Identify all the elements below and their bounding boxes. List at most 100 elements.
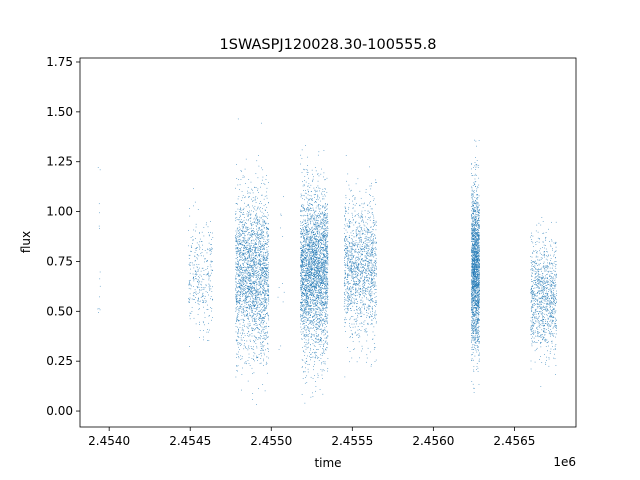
data-point <box>314 264 315 266</box>
data-point <box>307 268 309 269</box>
data-point <box>326 191 328 193</box>
data-point <box>317 154 319 156</box>
data-point <box>301 272 303 273</box>
data-point <box>311 310 313 311</box>
data-point <box>258 285 260 286</box>
data-point <box>312 285 314 287</box>
data-point <box>326 215 327 217</box>
data-point <box>251 225 253 227</box>
data-point <box>262 291 263 293</box>
data-point <box>316 272 317 274</box>
data-point <box>240 243 242 245</box>
data-point <box>306 289 307 291</box>
data-point <box>323 255 325 257</box>
data-point <box>305 227 306 228</box>
data-point <box>252 283 254 284</box>
data-point <box>265 275 267 276</box>
data-point <box>323 191 325 192</box>
data-point <box>300 306 301 308</box>
data-point <box>212 269 214 271</box>
data-point <box>313 285 315 287</box>
data-point <box>251 224 252 225</box>
data-point <box>212 298 214 300</box>
data-point <box>248 278 250 280</box>
data-point <box>312 173 313 175</box>
data-point <box>251 231 252 233</box>
data-point <box>254 222 256 224</box>
data-point <box>259 254 261 256</box>
data-point <box>317 229 319 231</box>
data-point <box>321 266 322 267</box>
data-point <box>254 256 255 258</box>
data-point <box>204 317 206 318</box>
data-point <box>319 279 321 281</box>
data-point <box>325 223 327 224</box>
data-point <box>323 362 325 364</box>
data-point <box>319 264 321 266</box>
data-point <box>242 260 243 261</box>
data-point <box>250 301 251 302</box>
data-point <box>247 246 248 248</box>
data-point <box>322 301 323 303</box>
data-point <box>253 352 255 353</box>
data-point <box>308 249 310 251</box>
data-point <box>267 255 269 257</box>
data-point <box>243 280 245 281</box>
data-point <box>265 267 267 268</box>
data-point <box>308 232 310 234</box>
data-point <box>255 281 257 283</box>
data-point <box>260 310 262 312</box>
data-point <box>202 296 203 297</box>
data-point <box>197 271 199 272</box>
data-point <box>240 280 242 281</box>
data-point <box>266 273 267 275</box>
data-point <box>314 277 315 279</box>
data-point <box>255 270 257 271</box>
data-point <box>235 241 237 242</box>
data-point <box>252 320 253 322</box>
data-point <box>236 357 237 358</box>
data-point <box>323 235 325 237</box>
data-point <box>248 289 250 291</box>
data-point <box>242 306 244 307</box>
data-point <box>318 206 319 208</box>
data-point <box>238 269 239 270</box>
data-point <box>259 332 260 334</box>
data-point <box>316 305 317 306</box>
data-point <box>311 246 313 248</box>
data-point <box>309 352 310 353</box>
data-point <box>244 230 246 232</box>
data-point <box>250 245 252 247</box>
data-point <box>268 228 269 230</box>
data-point <box>263 349 264 351</box>
data-point <box>259 221 260 223</box>
data-point <box>235 236 237 238</box>
data-point <box>310 308 312 309</box>
data-point <box>301 295 302 297</box>
data-point <box>320 226 322 227</box>
data-point <box>305 262 307 264</box>
data-point <box>245 269 247 271</box>
data-point <box>244 302 246 304</box>
data-point <box>209 285 211 287</box>
data-point <box>305 253 307 254</box>
data-point <box>315 276 317 278</box>
data-point <box>301 287 302 288</box>
data-point <box>261 319 263 321</box>
data-point <box>255 242 256 244</box>
data-point <box>254 307 256 309</box>
data-point <box>237 308 239 310</box>
data-point <box>307 221 309 223</box>
data-point <box>257 248 259 250</box>
data-point <box>198 308 200 310</box>
data-point <box>323 330 324 331</box>
data-point <box>256 212 257 214</box>
data-point <box>309 274 311 275</box>
data-point <box>243 337 244 338</box>
data-point <box>252 192 254 194</box>
data-point <box>319 312 321 314</box>
data-point <box>323 288 325 290</box>
data-point <box>260 362 262 364</box>
data-point <box>257 262 259 264</box>
data-point <box>313 251 314 253</box>
